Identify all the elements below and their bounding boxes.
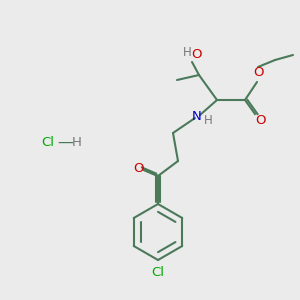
- Text: O: O: [253, 65, 263, 79]
- Text: Cl: Cl: [152, 266, 164, 278]
- Text: H: H: [183, 46, 191, 59]
- Text: O: O: [256, 113, 266, 127]
- Text: O: O: [133, 161, 143, 175]
- Text: —: —: [57, 134, 73, 149]
- Text: O: O: [191, 49, 201, 62]
- Text: H: H: [204, 115, 212, 128]
- Text: N: N: [192, 110, 202, 124]
- Text: Cl: Cl: [41, 136, 55, 148]
- Text: H: H: [72, 136, 82, 148]
